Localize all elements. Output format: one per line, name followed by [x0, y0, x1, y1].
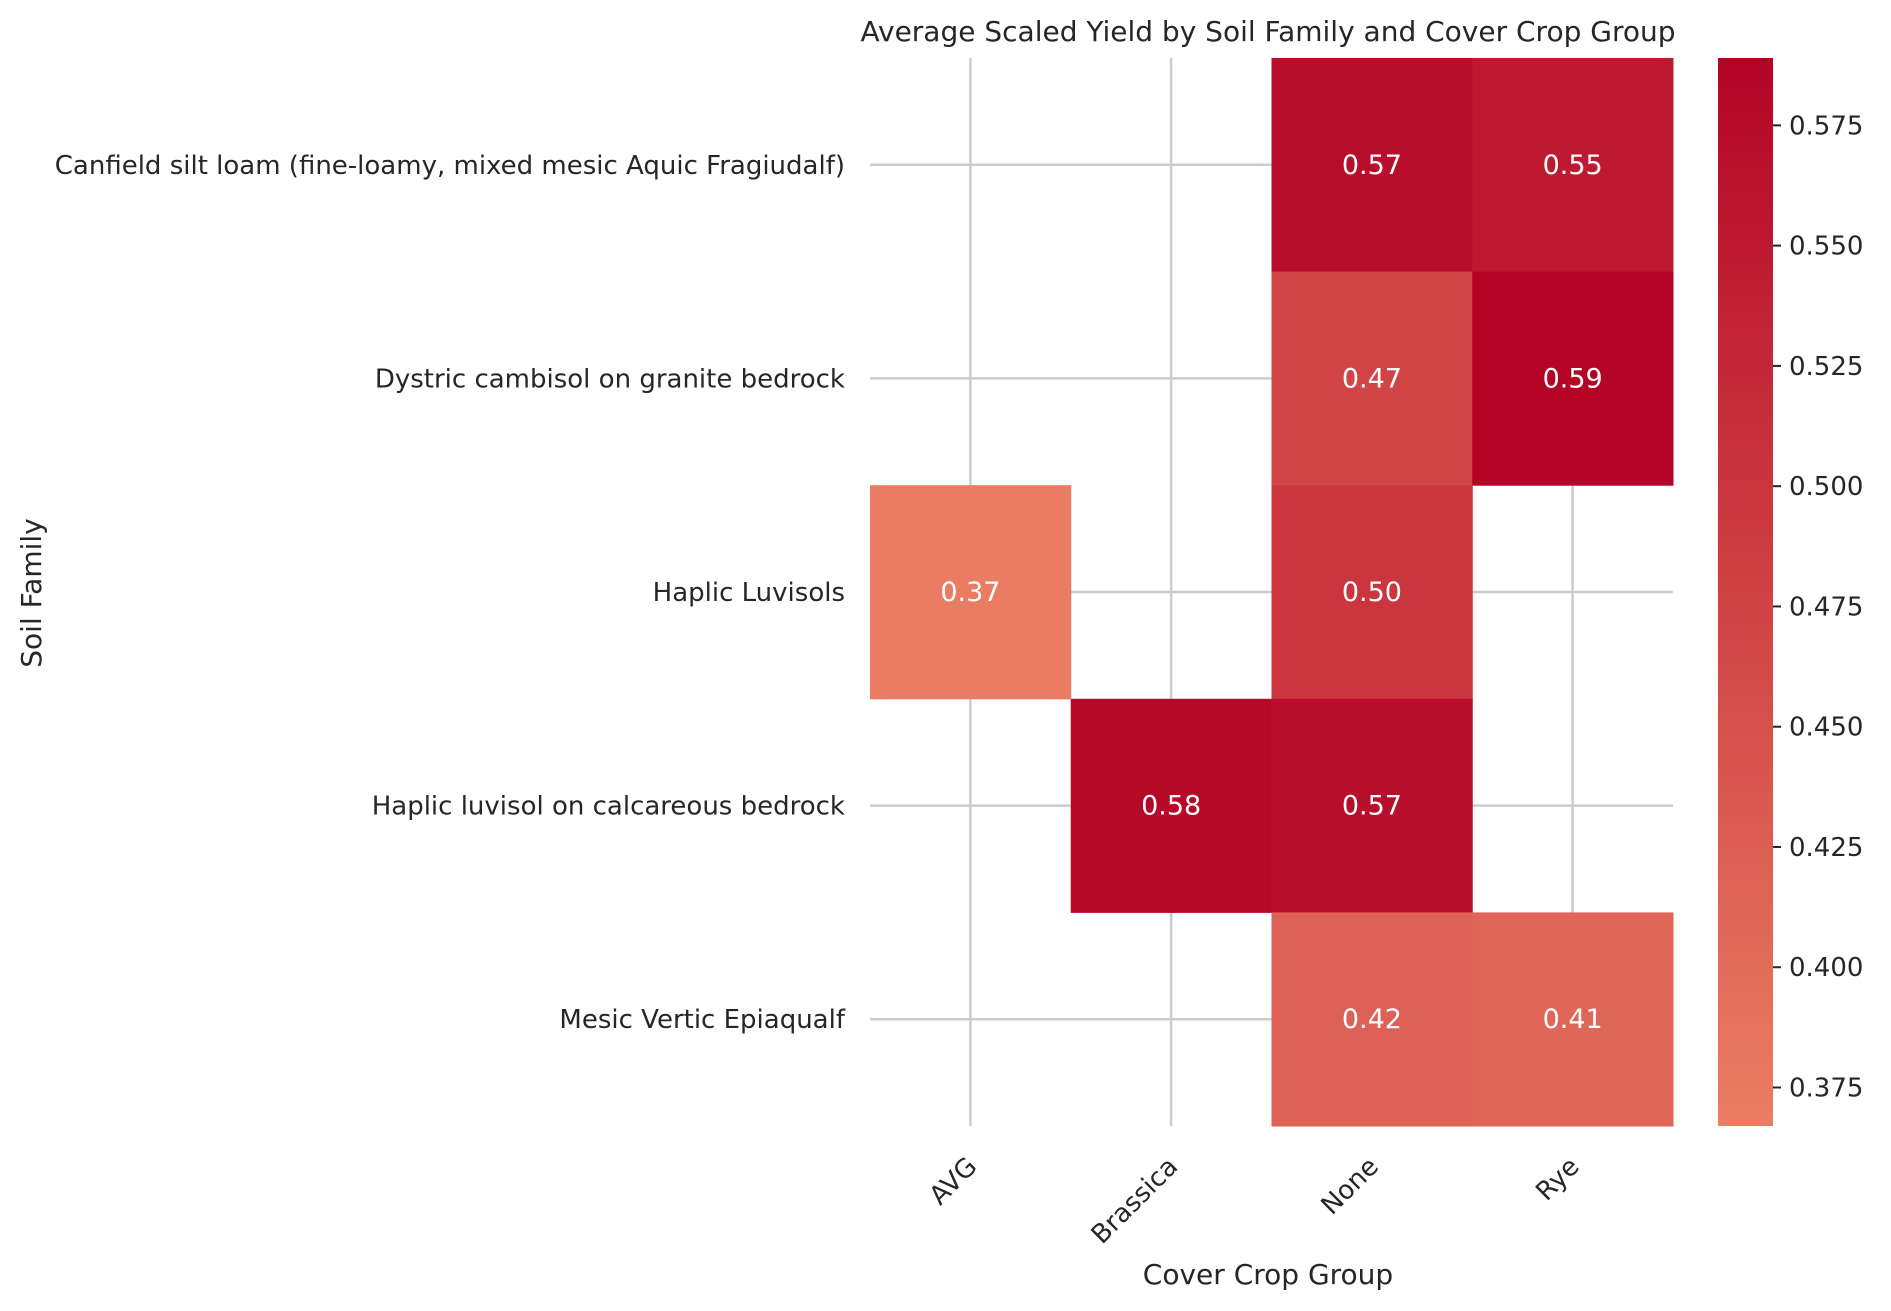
x-tick-label: None: [1316, 1152, 1385, 1221]
chart-title: Average Scaled Yield by Soil Family and …: [860, 15, 1675, 48]
y-tick-labels: Canfield silt loam (fine-loamy, mixed me…: [55, 151, 846, 1035]
x-tick-label: AVG: [924, 1152, 983, 1211]
cell-value-label: 0.37: [940, 577, 1000, 608]
cell-value-label: 0.50: [1342, 577, 1402, 608]
cell-value-label: 0.58: [1141, 791, 1201, 822]
y-tick-label: Dystric cambisol on granite bedrock: [375, 364, 845, 394]
cell-value-label: 0.47: [1342, 363, 1402, 394]
cell-value-label: 0.41: [1543, 1004, 1603, 1035]
x-tick-labels: AVG Brassica None Rye: [924, 1152, 1586, 1250]
colorbar-tick-label: 0.375: [1789, 1074, 1863, 1104]
y-tick-label: Haplic luvisol on calcareous bedrock: [372, 792, 845, 822]
heatmap-cell: [870, 485, 1072, 700]
colorbar-tick-label: 0.475: [1789, 592, 1863, 622]
colorbar-tick-label: 0.500: [1789, 472, 1863, 502]
y-tick-label: Canfield silt loam (fine-loamy, mixed me…: [55, 151, 845, 181]
y-tick-label: Haplic Luvisols: [653, 578, 845, 608]
heatmap-cells: [870, 58, 1674, 1127]
cell-value-label: 0.59: [1543, 363, 1603, 394]
cell-value-label: 0.57: [1342, 150, 1402, 181]
x-tick-label: Rye: [1530, 1152, 1585, 1207]
colorbar-tick-label: 0.400: [1789, 953, 1863, 983]
heatmap-cell: [1472, 271, 1674, 486]
colorbar: [1718, 58, 1773, 1126]
colorbar-tick-label: 0.450: [1789, 713, 1863, 743]
heatmap-cell: [1472, 912, 1674, 1127]
cell-value-label: 0.57: [1342, 791, 1402, 822]
colorbar-tick-label: 0.425: [1789, 833, 1863, 863]
x-tick-label: Brassica: [1086, 1152, 1184, 1250]
cell-value-label: 0.55: [1543, 150, 1603, 181]
cell-labels: 0.57 0.55 0.47 0.59 0.37 0.50 0.58 0.57 0.42 0.41: [940, 150, 1602, 1035]
heatmap-cell: [1271, 698, 1473, 913]
colorbar-tick-label: 0.525: [1789, 352, 1863, 382]
heatmap-cell: [1271, 271, 1473, 486]
y-axis-label: Soil Family: [15, 518, 48, 667]
x-axis-label: Cover Crop Group: [1143, 1258, 1393, 1291]
colorbar-tick-label: 0.575: [1789, 111, 1863, 141]
colorbar-ticks: 0.375 0.400 0.425 0.450 0.475 0.500 0.525 0.550…: [1773, 111, 1863, 1104]
heatmap-cell: [1472, 58, 1674, 273]
cell-value-label: 0.42: [1342, 1004, 1402, 1035]
heatmap-cell: [1070, 698, 1272, 913]
heatmap-cell: [1271, 58, 1473, 273]
heatmap-cell: [1271, 485, 1473, 700]
heatmap-cell: [1271, 912, 1473, 1127]
colorbar-tick-label: 0.550: [1789, 232, 1863, 262]
y-tick-label: Mesic Vertic Epiaqualf: [559, 1005, 845, 1035]
